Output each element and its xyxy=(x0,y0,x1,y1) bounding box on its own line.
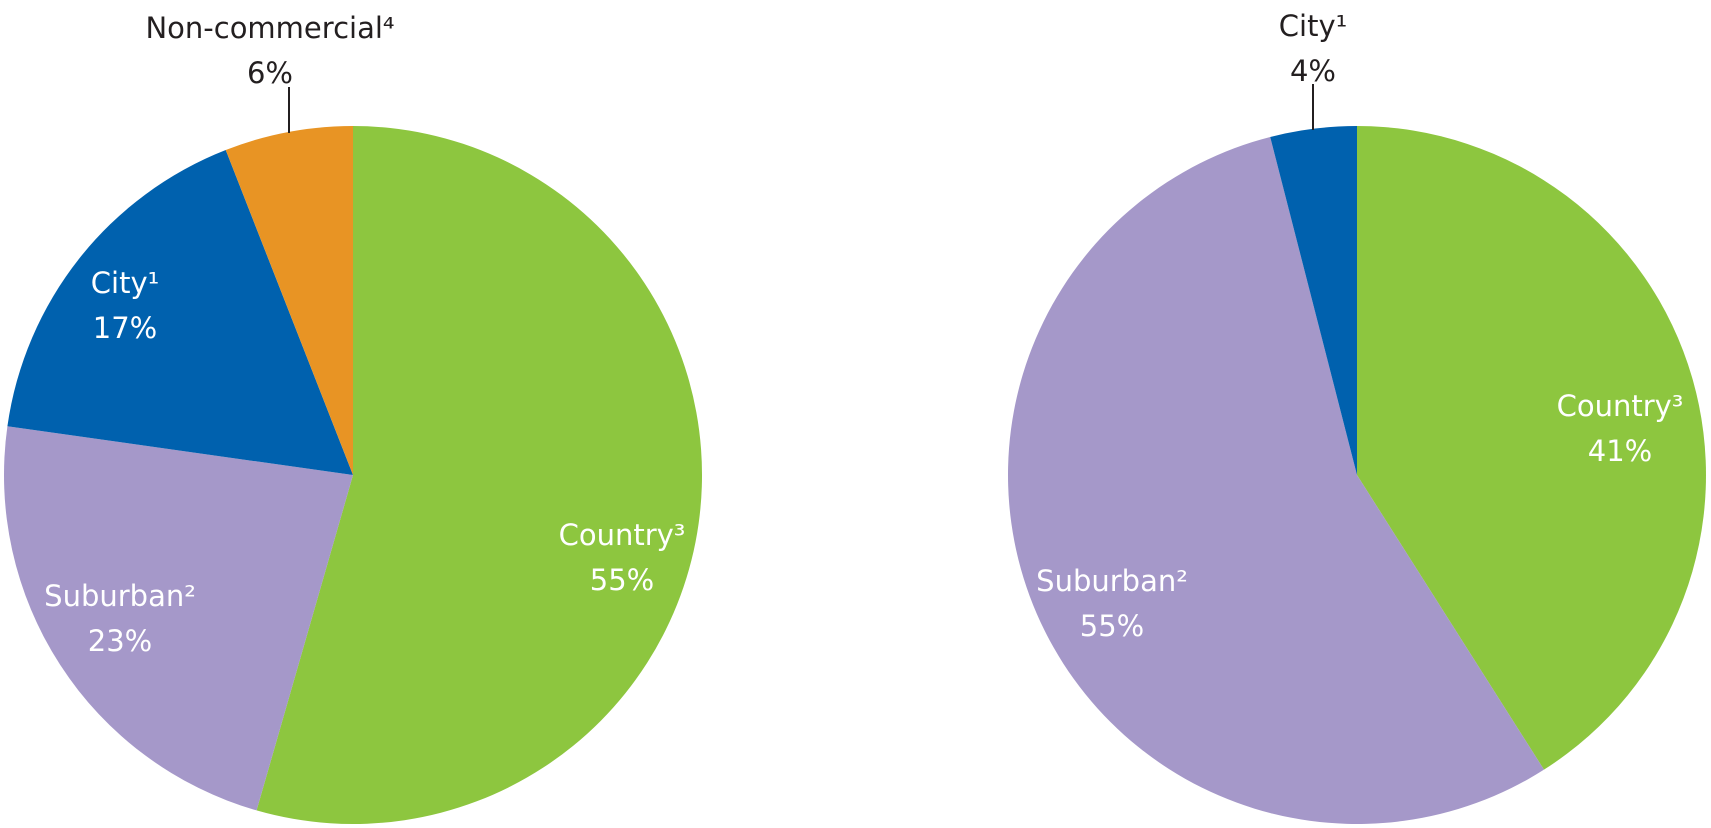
pie-1-label-non-commercial: Non-commercial⁴ xyxy=(145,11,394,45)
pie-2-value-country: 41% xyxy=(1588,434,1652,468)
pie-2-label-country: Country³ xyxy=(1557,389,1684,423)
pie-1-label-suburban: Suburban² xyxy=(44,579,196,613)
pie-2-slice-city xyxy=(1270,125,1357,475)
pie-chart-2: Country³ 41% Suburban² 55% City¹ 4% xyxy=(1008,9,1706,824)
pie-2-value-suburban: 55% xyxy=(1080,609,1144,643)
pie-1-slice-country xyxy=(256,126,703,824)
pie-1-slice-non-commercial xyxy=(225,126,353,475)
pie-2-slice-suburban xyxy=(1008,136,1544,824)
pie-2-label-city: City¹ xyxy=(1279,9,1347,43)
pie-1-label-country: Country³ xyxy=(559,518,686,552)
pie-1-slice-suburban xyxy=(3,426,353,811)
pie-1-value-country: 55% xyxy=(590,563,654,597)
pie-2-value-city: 4% xyxy=(1290,54,1336,88)
pie-1-value-non-commercial: 6% xyxy=(247,56,293,90)
pie-1-slice-city xyxy=(7,150,353,475)
pie-1-value-suburban: 23% xyxy=(88,624,152,658)
pie-1-label-city: City¹ xyxy=(91,266,159,300)
pie-1-value-city: 17% xyxy=(93,311,157,345)
pie-chart-1: Country³ 55% Suburban² 23% City¹ 17% Non-comme… xyxy=(3,11,703,824)
pie-2-slice-country xyxy=(1357,126,1706,770)
pie-2-label-suburban: Suburban² xyxy=(1036,564,1188,598)
